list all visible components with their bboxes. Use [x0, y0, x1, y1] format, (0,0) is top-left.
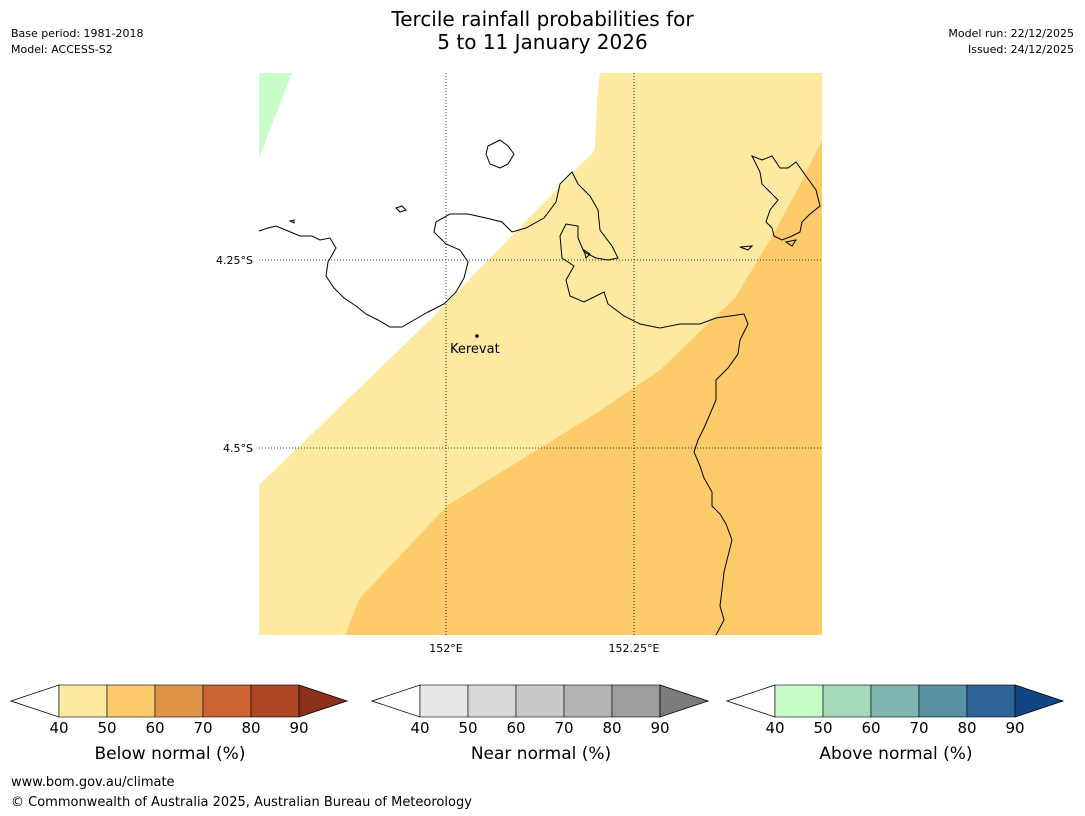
- graticule: [259, 73, 822, 635]
- title-line-2: 5 to 11 January 2026: [437, 30, 648, 54]
- legend-below-label: Below normal (%): [94, 744, 246, 764]
- tick-above-70: 70: [909, 719, 929, 737]
- meta-right: Model run: 22/12/2025 Issued: 24/12/2025: [948, 26, 1074, 58]
- legend-above-label: Above normal (%): [819, 744, 973, 764]
- bin-above-70-80: [918, 684, 968, 718]
- lon-label-152: 152°E: [429, 642, 463, 655]
- map-fill: [259, 73, 822, 635]
- legend-above-normal: 40 50 60 70 80 90 Above normal (%): [726, 684, 1066, 774]
- coastline-islet-1: [395, 205, 407, 213]
- bin-above-40-50: [774, 684, 824, 718]
- tick-below-90: 90: [289, 719, 309, 737]
- tick-above-90: 90: [1005, 719, 1025, 737]
- coastline-duke-of-york: [750, 155, 821, 241]
- kerevat-marker: [475, 334, 479, 338]
- bin-below-50-60: [106, 684, 156, 718]
- extend-max-above: [1014, 684, 1065, 718]
- bin-near-80-90: [611, 684, 661, 718]
- coastline-main: [258, 171, 749, 636]
- tick-below-80: 80: [241, 719, 261, 737]
- title-line-1: Tercile rainfall probabilities for: [391, 7, 694, 31]
- issued-date: Issued: 24/12/2025: [967, 43, 1074, 56]
- lat-label-45: 4.5°S: [223, 442, 253, 455]
- tick-below-40: 40: [49, 719, 69, 737]
- bin-near-60-70: [515, 684, 565, 718]
- bin-above-80-90: [966, 684, 1016, 718]
- tick-above-80: 80: [957, 719, 977, 737]
- footer-url: www.bom.gov.au/climate: [11, 775, 175, 790]
- legend-below-normal: 40 50 60 70 80 90 Below normal (%): [10, 684, 350, 774]
- tick-above-40: 40: [765, 719, 785, 737]
- tick-near-70: 70: [554, 719, 574, 737]
- footer-copyright: © Commonwealth of Australia 2025, Austra…: [11, 795, 472, 810]
- map-title: Tercile rainfall probabilities for 5 to …: [0, 8, 1085, 54]
- meta-left: Base period: 1981-2018 Model: ACCESS-S2: [11, 26, 143, 58]
- tick-near-90: 90: [650, 719, 670, 737]
- legend-near-label: Near normal (%): [470, 744, 612, 764]
- lon-label-15225: 152.25°E: [608, 642, 660, 655]
- coastline-island-north: [485, 139, 515, 169]
- bin-below-70-80: [202, 684, 252, 718]
- bin-above-60-70: [870, 684, 920, 718]
- bin-above-50-60: [822, 684, 872, 718]
- bin-near-70-80: [563, 684, 613, 718]
- base-period: Base period: 1981-2018: [11, 27, 144, 40]
- model-name: Model: ACCESS-S2: [11, 43, 113, 56]
- tick-below-60: 60: [145, 719, 165, 737]
- kerevat-label: Kerevat: [450, 342, 500, 357]
- colorbar-below: [10, 684, 349, 718]
- extend-min-below: [10, 684, 60, 718]
- below-normal-60-region: [345, 140, 822, 635]
- tick-near-40: 40: [410, 719, 430, 737]
- tick-near-80: 80: [602, 719, 622, 737]
- lat-label-425: 4.25°S: [216, 254, 253, 267]
- extend-max-near: [659, 684, 710, 718]
- tick-above-50: 50: [813, 719, 833, 737]
- coastlines: [258, 139, 821, 636]
- above-normal-region: [259, 73, 292, 158]
- model-run: Model run: 22/12/2025: [948, 27, 1074, 40]
- bin-near-50-60: [467, 684, 517, 718]
- bin-below-40-50: [58, 684, 108, 718]
- coastline-islet-5: [784, 239, 798, 247]
- tick-below-50: 50: [97, 719, 117, 737]
- tick-above-60: 60: [861, 719, 881, 737]
- tick-below-70: 70: [193, 719, 213, 737]
- bin-below-60-70: [154, 684, 204, 718]
- tick-near-60: 60: [506, 719, 526, 737]
- colorbar-above: [726, 684, 1065, 718]
- extend-max-below: [298, 684, 349, 718]
- extend-min-near: [371, 684, 421, 718]
- coastline-islet-4: [739, 245, 754, 251]
- coastline-islet-3: [583, 248, 591, 259]
- extend-min-above: [726, 684, 776, 718]
- bin-below-80-90: [250, 684, 300, 718]
- bin-near-40-50: [419, 684, 469, 718]
- tick-near-50: 50: [458, 719, 478, 737]
- coastline-islet-2: [288, 219, 295, 224]
- colorbar-near: [371, 684, 710, 718]
- legend-near-normal: 40 50 60 70 80 90 Near normal (%): [371, 684, 711, 774]
